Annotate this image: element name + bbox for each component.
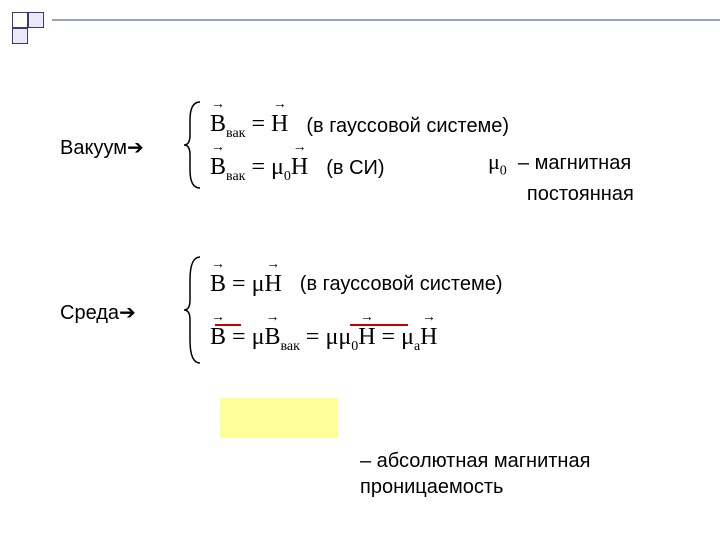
brace-svg [180,255,210,365]
medium-label: Среда➔ [60,300,180,325]
brace [180,100,210,195]
eq-vacuum-si: Bвак = μ0H [210,154,308,185]
highlight-box [220,398,338,438]
mua-definition: – абсолютная магнитная проницаемость [360,448,590,500]
vacuum-eq1: Bвак = H (в гауссовой системе) [210,111,509,142]
medium-eq2: B = μBвак = μμ0H = μaH [210,324,503,355]
deco-square [12,12,28,28]
eq-medium-gauss: B = μH [210,271,282,298]
content-area: Вакуум➔ Bвак = H (в гауссовой системе) B… [60,100,680,378]
medium-formulas: B = μH (в гауссовой системе) B = μBвак =… [210,271,503,355]
eq-medium-si: B = μBвак = μμ0H = μaH [210,324,438,355]
vacuum-eq2: Bвак = μ0H (в СИ) [210,154,509,185]
deco-line [52,19,720,21]
vacuum-formulas: Bвак = H (в гауссовой системе) Bвак = μ0… [210,111,509,185]
note-si: (в СИ) [326,157,384,180]
vacuum-label: Вакуум➔ [60,135,180,160]
medium-section: Среда➔ B = μH (в гауссовой системе) B = … [60,255,680,370]
deco-square [28,12,44,28]
medium-eq1: B = μH (в гауссовой системе) [210,271,503,298]
eq-vacuum-gauss: Bвак = H [210,111,288,142]
underline-red [350,324,408,326]
mu0-definition: μ0 – магнитная постоянная [488,148,634,207]
deco-square [12,28,28,44]
underline-red [215,324,241,326]
note-gauss2: (в гауссовой системе) [300,273,503,296]
brace-svg [180,100,210,190]
note-gauss: (в гауссовой системе) [306,115,509,138]
brace [180,255,210,370]
